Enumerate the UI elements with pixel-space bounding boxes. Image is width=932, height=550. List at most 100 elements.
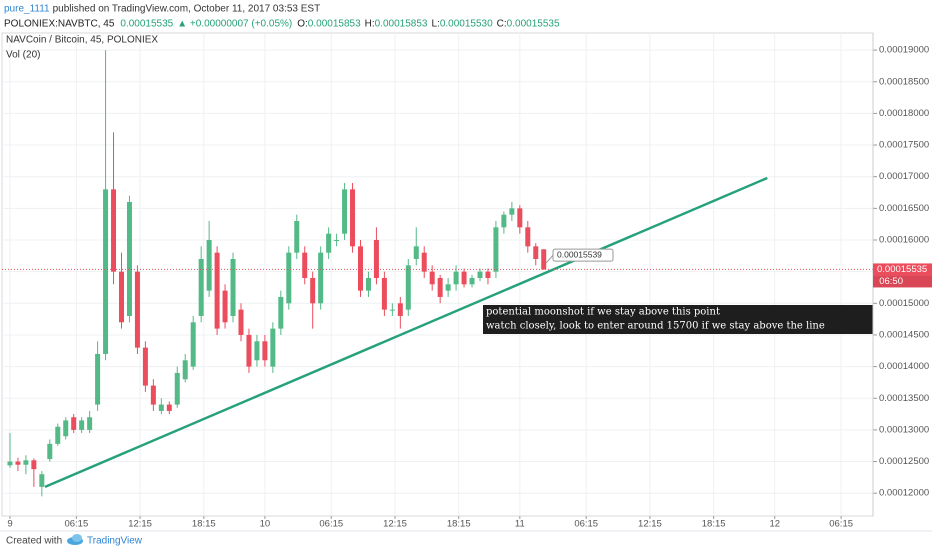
header-text: 0.00015853 <box>308 19 361 30</box>
candle-body <box>493 227 499 272</box>
header-text: pure_1111 <box>4 4 50 15</box>
candle-body <box>318 252 324 304</box>
candle-body <box>525 227 531 247</box>
candle-body <box>357 246 363 291</box>
candle-body <box>445 284 451 291</box>
annotation-text: potential moonshot if we stay above this… <box>486 307 720 318</box>
candle-body <box>126 202 132 316</box>
candle-body <box>222 290 228 323</box>
candle-body <box>71 417 77 430</box>
header-text: L: <box>431 19 439 30</box>
x-tick-label: 18:15 <box>447 519 471 530</box>
candle-body <box>198 258 204 316</box>
y-tick-label: 0.00018500 <box>879 76 929 87</box>
y-tick-label: 0.00016000 <box>879 235 929 246</box>
candle-body <box>501 214 507 228</box>
last-price-label: 0.00015535 <box>877 264 927 275</box>
candle-body <box>158 404 164 411</box>
annotation-text: watch closely, look to enter around 1570… <box>486 321 825 332</box>
candle-body <box>63 420 69 437</box>
y-tick-label: 0.00013500 <box>879 393 929 404</box>
header-text: 0.00015535 <box>120 19 173 30</box>
grid <box>2 33 873 516</box>
y-tick-label: 0.00012000 <box>879 488 929 499</box>
footer-brand: TradingView <box>87 536 143 547</box>
candle-body <box>517 208 523 228</box>
candle-body <box>118 271 124 323</box>
header-text: O: <box>297 19 308 30</box>
candle-body <box>47 443 53 460</box>
candle-body <box>150 385 156 405</box>
header-text: 0.00015535 <box>507 19 560 30</box>
candle-body <box>262 341 268 361</box>
candle-body <box>31 460 37 470</box>
countdown-box <box>873 275 932 288</box>
candle-body <box>509 208 515 215</box>
x-tick-label: 12:15 <box>128 519 152 530</box>
candle-body <box>461 271 467 285</box>
candle-body <box>469 277 475 285</box>
last-price-box <box>873 263 932 276</box>
countdown-label: 06:50 <box>879 276 903 287</box>
header-text: H: <box>365 19 375 30</box>
x-tick-label: 06:15 <box>319 519 343 530</box>
candle-body <box>294 221 300 253</box>
candle-body <box>421 252 427 272</box>
candle-body <box>166 404 172 411</box>
x-tick-label: 9 <box>7 519 12 530</box>
logo <box>67 534 83 545</box>
footer-created: Created with <box>6 536 62 547</box>
x-tick-label: 12:15 <box>383 519 407 530</box>
annotation-box <box>483 305 873 334</box>
candle-body <box>477 271 483 278</box>
candle-body <box>142 347 148 386</box>
candle-body <box>541 249 547 270</box>
candle-body <box>381 277 387 310</box>
candle-body <box>246 334 252 367</box>
y-tick-label: 0.00019000 <box>879 45 929 56</box>
y-tick-label: 0.00012500 <box>879 456 929 467</box>
candle-body <box>214 252 220 329</box>
y-tick-label: 0.00013000 <box>879 424 929 435</box>
candle-body <box>174 372 180 405</box>
trend-line <box>44 176 768 489</box>
plot-marks: 0.00015539 potential moonshot if we stay … <box>2 50 873 497</box>
candle-body <box>453 271 459 285</box>
callout-box <box>552 248 614 262</box>
candle-body <box>254 341 260 361</box>
candle-body <box>437 277 443 297</box>
candle-body <box>7 461 13 466</box>
candle-body <box>55 426 61 444</box>
candle-body <box>429 271 435 285</box>
y-tick-label: 0.00014000 <box>879 361 929 372</box>
candle-body <box>134 271 140 348</box>
x-tick-label: 10 <box>260 519 271 530</box>
candle-body <box>79 420 85 430</box>
x-tick-label: 06:15 <box>574 519 598 530</box>
x-tick-label: 06:15 <box>829 519 853 530</box>
candle-body <box>103 189 109 354</box>
candle-body <box>326 233 332 253</box>
header-text: ▲ +0.00000007 (+0.05%) <box>177 19 292 30</box>
candle-body <box>87 417 93 430</box>
candle-body <box>238 309 244 335</box>
volume-label: Vol (20) <box>6 50 40 61</box>
candle-body <box>111 189 117 272</box>
candle-body <box>365 277 371 291</box>
y-tick-label: 0.00015000 <box>879 298 929 309</box>
candle-body <box>95 353 101 405</box>
y-tick-label: 0.00018000 <box>879 108 929 119</box>
candle-body <box>190 322 196 367</box>
axes: 0.00012000 0.00012500 0.00013000 0.00013500… <box>7 33 932 530</box>
candle-body <box>206 240 212 291</box>
candle-body <box>302 252 308 278</box>
candle-body <box>15 461 21 465</box>
candle-body <box>23 460 29 465</box>
candle-body <box>182 360 188 380</box>
x-tick-label: 12:15 <box>638 519 662 530</box>
candle-body <box>310 277 316 304</box>
x-tick-label: 11 <box>515 519 525 530</box>
header-text: published on TradingView.com, October 11… <box>53 4 321 15</box>
